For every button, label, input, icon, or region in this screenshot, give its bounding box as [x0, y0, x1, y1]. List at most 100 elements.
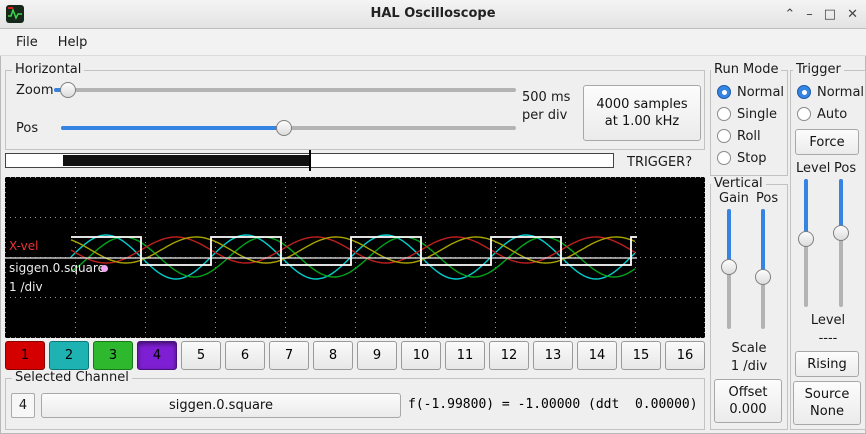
- menu-file[interactable]: File: [16, 34, 38, 50]
- vertical-gain-label: Gain: [719, 191, 749, 206]
- close-button[interactable]: ✕: [847, 6, 858, 22]
- channel-2-button[interactable]: 2: [49, 341, 89, 370]
- vertical-pos-slider-thumb[interactable]: [755, 269, 771, 285]
- channel-10-button[interactable]: 10: [401, 341, 441, 370]
- run-mode-radio-group: Normal Single Roll Stop: [711, 81, 787, 169]
- offset-button[interactable]: Offset 0.000: [714, 379, 782, 423]
- channel-15-button[interactable]: 15: [621, 341, 661, 370]
- time-per-div-value: 500 ms: [522, 90, 571, 105]
- horizontal-pos-slider[interactable]: [61, 118, 516, 138]
- trigger-source-label: Source: [804, 387, 850, 402]
- window-title: HAL Oscilloscope: [370, 6, 496, 21]
- run-mode-frame-label: Run Mode: [711, 62, 782, 77]
- horizontal-frame-label: Horizontal: [12, 62, 85, 77]
- record-length-button[interactable]: 4000 samples at 1.00 kHz: [583, 85, 701, 141]
- app-icon: [6, 5, 24, 23]
- vertical-pos-slider-fill: [761, 209, 765, 277]
- radio-label: Single: [737, 106, 777, 122]
- radio-icon: [797, 107, 811, 121]
- trigger-level-slider-fill: [804, 179, 808, 239]
- zoom-label: Zoom: [16, 83, 54, 98]
- trigger-edge-button[interactable]: Rising: [795, 351, 859, 377]
- trigger-source-button[interactable]: Source None: [793, 381, 861, 425]
- zoom-slider-track: [54, 88, 516, 92]
- time-per-div: 500 ms per div: [522, 89, 570, 125]
- trigger-level-readout-label: Level: [810, 313, 846, 328]
- channel-16-button[interactable]: 16: [665, 341, 705, 370]
- record-position-fill: [63, 155, 310, 166]
- channel4-square: [71, 236, 637, 266]
- shade-button[interactable]: ⌃: [784, 6, 796, 22]
- channel2-wave: [70, 234, 636, 280]
- scope-display[interactable]: X-vel siggen.0.square 1 /div: [5, 177, 705, 338]
- menu-help[interactable]: Help: [57, 34, 88, 50]
- vertical-pos-slider[interactable]: [755, 209, 771, 329]
- vertical-gain-slider[interactable]: [721, 209, 737, 329]
- channel-11-button[interactable]: 11: [445, 341, 485, 370]
- run-mode-stop-radio[interactable]: Stop: [711, 147, 787, 169]
- trigger-level-label: Level: [796, 161, 831, 176]
- channel-9-button[interactable]: 9: [357, 341, 397, 370]
- vertical-gain-slider-thumb[interactable]: [721, 259, 737, 275]
- radio-label: Normal: [737, 84, 785, 100]
- trigger-pos-slider-thumb[interactable]: [833, 225, 849, 241]
- run-mode-normal-radio[interactable]: Normal: [711, 81, 787, 103]
- zoom-slider[interactable]: [54, 80, 516, 100]
- trigger-level-slider[interactable]: [798, 179, 814, 307]
- channel-3-button[interactable]: 3: [93, 341, 133, 370]
- trigger-status: TRIGGER?: [627, 155, 693, 170]
- radio-icon: [717, 85, 731, 99]
- radio-icon: [797, 85, 811, 99]
- trigger-position-tick: [309, 150, 311, 171]
- channel-1-button[interactable]: 1: [5, 341, 45, 370]
- radio-icon: [717, 107, 731, 121]
- run-mode-frame: Run Mode Normal Single Roll Stop: [710, 62, 788, 176]
- selected-channel-name-button[interactable]: siggen.0.square: [41, 393, 401, 418]
- channel-6-button[interactable]: 6: [225, 341, 265, 370]
- run-mode-single-radio[interactable]: Single: [711, 103, 787, 125]
- vertical-gain-slider-fill: [727, 209, 731, 267]
- trigger-radio-group: Normal Auto: [791, 81, 865, 125]
- run-mode-roll-radio[interactable]: Roll: [711, 125, 787, 147]
- trigger-pos-slider[interactable]: [833, 179, 849, 307]
- scale-value: 1 /div: [730, 359, 768, 374]
- channel-5-button[interactable]: 5: [181, 341, 221, 370]
- channel-4-button[interactable]: 4: [137, 341, 177, 370]
- trigger-mode-normal-radio[interactable]: Normal: [791, 81, 865, 103]
- record-position-bar: [5, 150, 614, 171]
- channel1-wave: [70, 236, 636, 264]
- horizontal-pos-label: Pos: [16, 121, 39, 136]
- radio-label: Auto: [817, 106, 848, 122]
- scale-label: Scale: [731, 341, 767, 356]
- record-length-samples: 4000 samples: [596, 97, 688, 112]
- channel-12-button[interactable]: 12: [489, 341, 529, 370]
- menubar: File Help: [0, 29, 866, 56]
- selected-channel-frame-label: Selected Channel: [12, 370, 132, 385]
- horizontal-frame: Horizontal Zoom Pos 500 ms per div 4000 …: [5, 62, 705, 150]
- selected-channel-frame: Selected Channel 4 siggen.0.square f(-1.…: [5, 370, 705, 430]
- horizontal-pos-slider-thumb[interactable]: [276, 120, 292, 136]
- radio-icon: [717, 129, 731, 143]
- zoom-slider-thumb[interactable]: [60, 82, 76, 98]
- minimize-button[interactable]: –: [806, 6, 813, 22]
- channel-7-button[interactable]: 7: [269, 341, 309, 370]
- radio-icon: [717, 151, 731, 165]
- channel-13-button[interactable]: 13: [533, 341, 573, 370]
- trigger-pos-slider-fill: [839, 179, 843, 233]
- trigger-level-readout-value: ----: [818, 331, 838, 346]
- vertical-frame: Vertical Gain Pos Scale 1 /div Offset 0.…: [710, 176, 788, 430]
- channel-14-button[interactable]: 14: [577, 341, 617, 370]
- window-controls: ⌃ – □ ✕: [784, 0, 858, 28]
- radio-label: Roll: [737, 128, 761, 144]
- titlebar: HAL Oscilloscope ⌃ – □ ✕: [0, 0, 866, 29]
- horizontal-pos-slider-fill: [61, 126, 284, 130]
- channel-8-button[interactable]: 8: [313, 341, 353, 370]
- trigger-mode-auto-radio[interactable]: Auto: [791, 103, 865, 125]
- time-per-div-unit: per div: [522, 108, 568, 123]
- maximize-button[interactable]: □: [823, 6, 837, 22]
- vertical-pos-label: Pos: [756, 191, 779, 206]
- trigger-level-slider-thumb[interactable]: [798, 231, 814, 247]
- force-trigger-button[interactable]: Force: [795, 129, 859, 155]
- channel-buttons: 1 2 3 4 5 6 7 8 9 10 11 12 13 14 15 16: [5, 341, 705, 370]
